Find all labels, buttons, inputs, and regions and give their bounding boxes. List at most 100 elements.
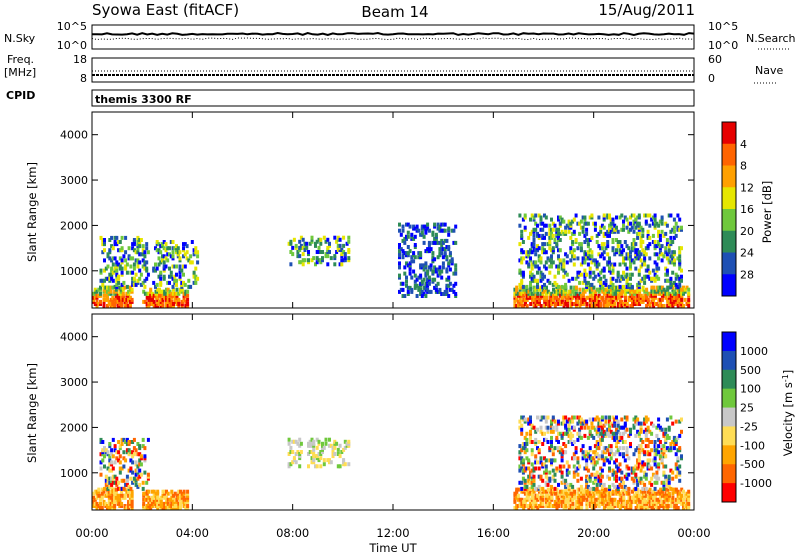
scatter-cell — [585, 497, 589, 502]
scatter-cell — [536, 302, 540, 306]
scatter-cell — [431, 269, 435, 274]
scatter-cell — [101, 448, 105, 453]
scatter-cell — [571, 425, 575, 430]
scatter-cell — [99, 493, 102, 498]
scatter-cell — [645, 493, 649, 498]
scatter-cell — [659, 302, 663, 306]
scatter-cell — [116, 302, 120, 306]
scatter-cell — [154, 304, 158, 308]
scatter-cell — [567, 219, 571, 224]
scatter-cell — [523, 478, 527, 483]
scatter-cell — [653, 499, 657, 504]
scatter-cell — [310, 460, 314, 465]
scatter-cell — [516, 304, 520, 308]
scatter-cell — [347, 462, 351, 467]
scatter-cell — [299, 260, 303, 265]
scatter-cell — [536, 270, 539, 275]
scatter-cell — [338, 243, 342, 248]
scatter-cell — [657, 285, 661, 290]
scatter-cell — [532, 274, 536, 279]
scatter-cell — [674, 437, 678, 442]
scatter-cell — [536, 246, 539, 251]
scatter-cell — [680, 268, 683, 273]
scatter-cell — [581, 450, 585, 455]
scatter-cell — [655, 452, 659, 457]
scatter-cell — [597, 478, 601, 483]
scatter-cell — [543, 282, 546, 287]
scatter-cell — [627, 221, 631, 226]
scatter-cell — [545, 493, 548, 498]
scatter-cell — [532, 233, 536, 238]
scatter-cell — [108, 480, 112, 485]
scatter-cell — [555, 242, 559, 247]
scatter-cell — [111, 504, 115, 508]
scatter-cell — [145, 266, 149, 271]
scatter-cell — [673, 291, 677, 296]
scatter-cell — [608, 452, 611, 457]
scatter-cell — [606, 293, 610, 298]
scatter-cell — [574, 285, 578, 290]
scatter-cell — [178, 274, 182, 279]
scatter-cell — [606, 233, 610, 238]
nsky-trace — [92, 31, 695, 37]
scatter-cell — [636, 493, 640, 498]
scatter-cell — [576, 472, 580, 477]
scatter-cell — [175, 264, 178, 269]
scatter-cell — [597, 446, 601, 451]
scatter-cell — [529, 291, 533, 296]
scatter-cell — [658, 244, 662, 249]
scatter-cell — [145, 242, 149, 247]
scatter-cell — [615, 501, 619, 506]
scatter-cell — [138, 260, 142, 265]
scatter-cell — [154, 495, 158, 500]
scatter-cell — [595, 295, 599, 300]
scatter-cell — [545, 302, 548, 306]
scatter-cell — [564, 450, 568, 455]
scatter-cell — [128, 493, 132, 498]
scatter-cell — [557, 227, 560, 232]
scatter-cell — [118, 444, 122, 449]
scatter-cell — [611, 415, 615, 420]
scatter-cell — [569, 302, 573, 306]
scatter-cell — [134, 272, 138, 277]
scatter-cell — [678, 246, 682, 251]
scatter-cell — [662, 293, 666, 298]
scatter-cell — [186, 499, 190, 504]
scatter-cell — [312, 460, 316, 465]
scatter-cell — [310, 456, 314, 461]
scatter-cell — [667, 244, 671, 249]
scatter-cell — [410, 255, 414, 260]
scatter-cell — [571, 289, 575, 294]
scatter-cell — [518, 258, 522, 263]
scatter-cell — [583, 250, 587, 255]
scatter-cell — [655, 476, 659, 481]
scatter-cell — [520, 504, 524, 508]
scatter-cell — [559, 299, 563, 304]
scatter-cell — [594, 289, 598, 294]
scatter-cell — [534, 460, 538, 465]
scatter-cell — [136, 238, 140, 242]
scatter-cell — [588, 497, 592, 502]
scatter-cell — [544, 480, 548, 485]
scatter-cell — [597, 421, 601, 426]
scatter-cell — [643, 262, 647, 267]
x-tick-label: 20:00 — [577, 526, 610, 540]
scatter-cell — [667, 448, 671, 453]
scatter-cell — [578, 431, 582, 436]
scatter-cell — [615, 215, 618, 220]
scatter-cell — [571, 295, 575, 300]
scatter-cell — [162, 240, 166, 244]
scatter-cell — [138, 268, 142, 273]
scatter-cell — [572, 440, 576, 444]
scatter-cell — [573, 291, 577, 296]
scatter-cell — [622, 248, 625, 253]
scatter-cell — [678, 276, 682, 281]
scatter-cell — [132, 478, 136, 483]
scatter-cell — [553, 486, 557, 491]
scatter-cell — [648, 235, 652, 240]
scatter-cell — [398, 253, 401, 258]
scatter-cell — [602, 499, 606, 504]
scatter-cell — [572, 456, 576, 461]
scatter-cell — [611, 291, 615, 296]
scatter-cell — [657, 231, 661, 236]
